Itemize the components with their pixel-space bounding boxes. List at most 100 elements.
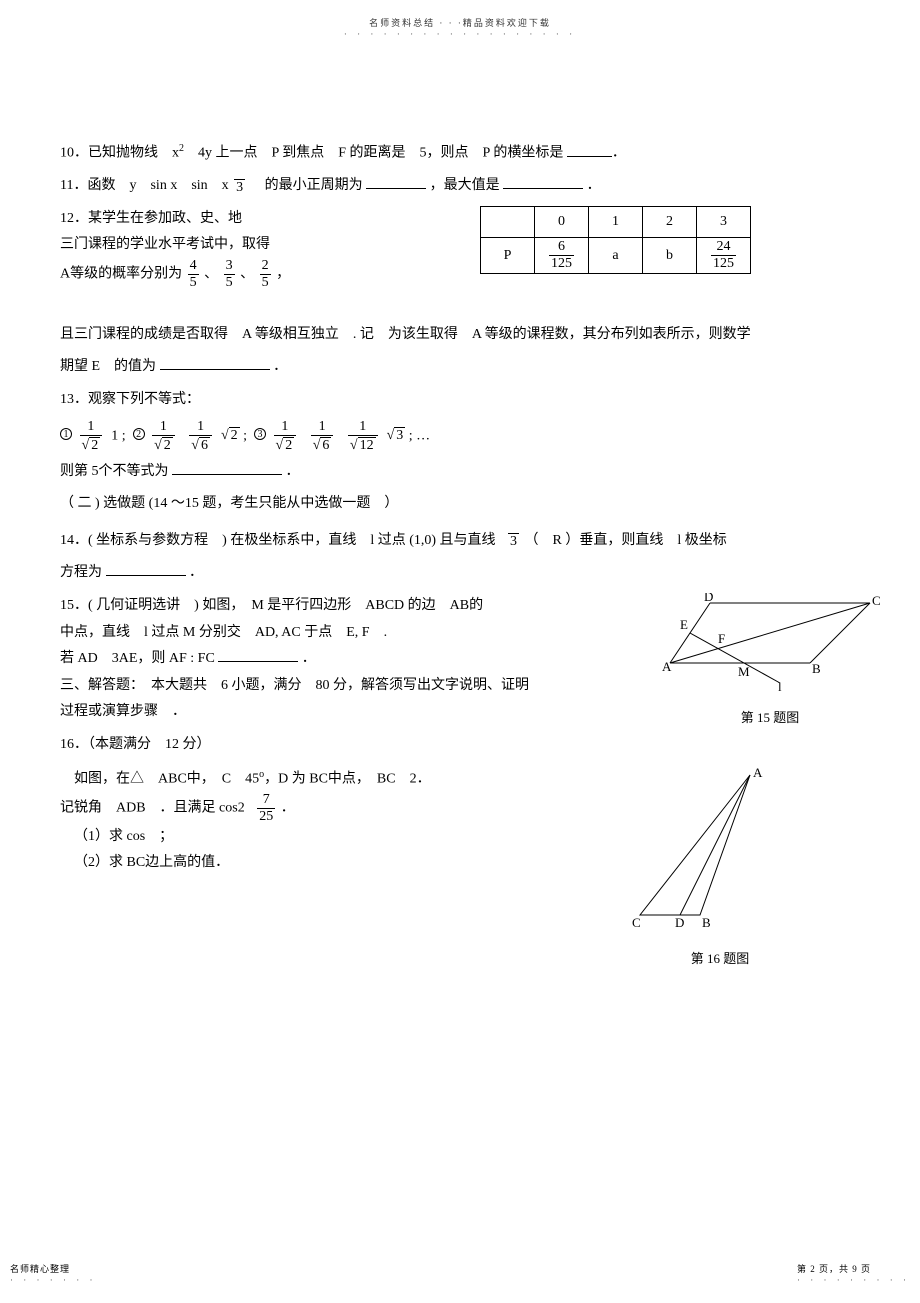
q14-b: （ R ）垂直，则直线 l 极坐标 xyxy=(525,533,727,548)
frac-num: 1 xyxy=(274,420,297,436)
frac-num: 1 xyxy=(152,420,175,436)
q12-table-wrap: 0 1 2 3 P 6125 a b 24125 xyxy=(480,206,751,275)
label-l: l xyxy=(778,679,782,693)
table-cell xyxy=(481,206,535,238)
frac-num: 1 xyxy=(348,420,378,436)
label-E: E xyxy=(680,617,688,632)
q12-frac2: 35 xyxy=(222,259,237,290)
frac-den: 125 xyxy=(711,256,736,271)
q12-l3a: A等级的概率分别为 xyxy=(60,267,182,282)
frac-den: 6 xyxy=(311,436,334,453)
triangle-svg: A C D B xyxy=(620,765,800,935)
q14-a: 14．( 坐标系与参数方程 ) 在极坐标系中，直线 l 过点 (1,0) 且与直… xyxy=(60,533,496,548)
question-12: 12．某学生在参加政、史、地 三门课程的学业水平考试中，取得 A等级的概率分别为… xyxy=(60,206,860,316)
comma: 、 xyxy=(240,267,254,282)
table-cell: 3 xyxy=(697,206,751,238)
q10-blank xyxy=(567,144,612,157)
q11-frac: 3 xyxy=(232,178,247,195)
table-row: P 6125 a b 24125 xyxy=(481,238,751,274)
question-14: 14．( 坐标系与参数方程 ) 在极坐标系中，直线 l 过点 (1,0) 且与直… xyxy=(60,528,860,555)
label-B: B xyxy=(812,661,821,676)
label-F: F xyxy=(718,631,725,646)
frac-den: 5 xyxy=(188,275,199,290)
comma: 、 xyxy=(204,267,218,282)
footer-right: 第 2 页，共 9 页 · · · · · · · · · xyxy=(797,1262,910,1285)
figure-15: A B C D E F M l 第 15 题图 xyxy=(660,593,880,730)
q12-l5: 期望 E 的值为 ． xyxy=(60,354,860,381)
frac-den: 125 xyxy=(549,256,574,271)
q14-c: 方程为 xyxy=(60,565,102,580)
footer-right-dots: · · · · · · · · · xyxy=(797,1275,910,1285)
question-15: 15．( 几何证明选讲 ) 如图， M 是平行四边形 ABCD 的边 AB的 中… xyxy=(60,593,860,726)
table-cell: 2 xyxy=(643,206,697,238)
sqrt-icon: 2 xyxy=(154,437,173,453)
q16-sub2: （2）求 BC边上高的值． xyxy=(74,855,229,870)
q12-blank xyxy=(160,358,270,371)
q15-blank xyxy=(218,650,298,663)
q11-tail: ． xyxy=(587,178,601,193)
q12-frac3: 25 xyxy=(258,259,273,290)
mark-3: 3 xyxy=(254,428,266,440)
label-A: A xyxy=(662,659,672,674)
header-text: 名师资料总结 · · ·精品资料欢迎下载 xyxy=(369,18,551,28)
frac-den: 6 xyxy=(189,436,212,453)
sqrt-icon: 6 xyxy=(313,437,332,453)
q11-text-a: 11．函数 y sin x sin x xyxy=(60,178,229,193)
q14-tail: ． xyxy=(189,565,203,580)
frac: 12 xyxy=(272,420,299,453)
q10-text-a: 10．已知抛物线 x xyxy=(60,146,179,161)
q13-5b: ． xyxy=(286,464,300,479)
sqrt-icon: 2 xyxy=(276,437,295,453)
question-10: 10．已知抛物线 x2 4y 上一点 P 到焦点 F 的距离是 5，则点 P 的… xyxy=(60,139,860,167)
frac-num: 7 xyxy=(257,793,275,809)
q16-l2a: 如图，在△ ABC中， C 45 xyxy=(74,771,259,786)
q11-text-b: 的最小正周期为 xyxy=(251,178,363,193)
table-cell: 6125 xyxy=(535,238,589,274)
q13-blank xyxy=(172,462,282,475)
q16-sub1: （1）求 cos ； xyxy=(74,829,173,844)
q10-text-b: 4y 上一点 P 到焦点 F 的距离是 5，则点 P 的横坐标是 xyxy=(184,146,563,161)
frac-den: 3 xyxy=(234,180,245,195)
frac-num: 4 xyxy=(188,259,199,275)
q13-title: 13．观察下列不等式： xyxy=(60,387,860,414)
frac: 6125 xyxy=(547,240,576,271)
q12-frac1: 45 xyxy=(186,259,201,290)
table-cell: 0 xyxy=(535,206,589,238)
q16-l2b: ，D 为 BC中点， BC 2． xyxy=(264,771,430,786)
frac-den: 5 xyxy=(224,275,235,290)
frac-num: 3 xyxy=(224,259,235,275)
label-D: D xyxy=(704,593,713,604)
q12-l4: 且三门课程的成绩是否取得 A 等级相互独立 . 记 为该生取得 A 等级的课程数… xyxy=(60,322,860,349)
table-cell: b xyxy=(643,238,697,274)
table-cell: 1 xyxy=(589,206,643,238)
frac-num: 1 xyxy=(80,420,103,436)
frac: 24125 xyxy=(709,240,738,271)
q13-tail: 则第 5个不等式为 ． xyxy=(60,459,860,486)
q14-blank xyxy=(106,564,186,577)
q15-l3a: 若 AD 3AE，则 AF : FC xyxy=(60,651,215,666)
frac: 16 xyxy=(309,420,336,453)
frac-den: 2 xyxy=(80,436,103,453)
frac-den: 2 xyxy=(152,436,175,453)
q16-l3a: 记锐角 ADB ．且满足 cos2 xyxy=(60,801,245,816)
content: 10．已知抛物线 x 2 4y 上一点 P 到焦点 F 的距离是 5，则点 P 的… xyxy=(60,139,860,955)
label-C: C xyxy=(872,593,880,608)
frac-num: 1 xyxy=(311,420,334,436)
table-cell: 24125 xyxy=(697,238,751,274)
header-dots: · · · · · · · · · · · · · · · · · · xyxy=(344,29,576,39)
q12-l5a: 期望 E 的值为 xyxy=(60,359,156,374)
footer-left-text: 名师精心整理 xyxy=(10,1264,70,1274)
q16-l3b: ． xyxy=(281,801,295,816)
frac-den: 25 xyxy=(257,809,275,824)
label-A: A xyxy=(753,765,763,780)
frac-num: 24 xyxy=(711,240,736,256)
label-B: B xyxy=(702,915,711,930)
sqrt-icon: 12 xyxy=(350,437,376,453)
frac: 112 xyxy=(346,420,380,453)
table-cell: P xyxy=(481,238,535,274)
label-C: C xyxy=(632,915,641,930)
q11-blank2 xyxy=(503,177,583,190)
mark-2: 2 xyxy=(133,428,145,440)
frac: 16 xyxy=(187,420,214,453)
q12-l5b: ． xyxy=(273,359,287,374)
